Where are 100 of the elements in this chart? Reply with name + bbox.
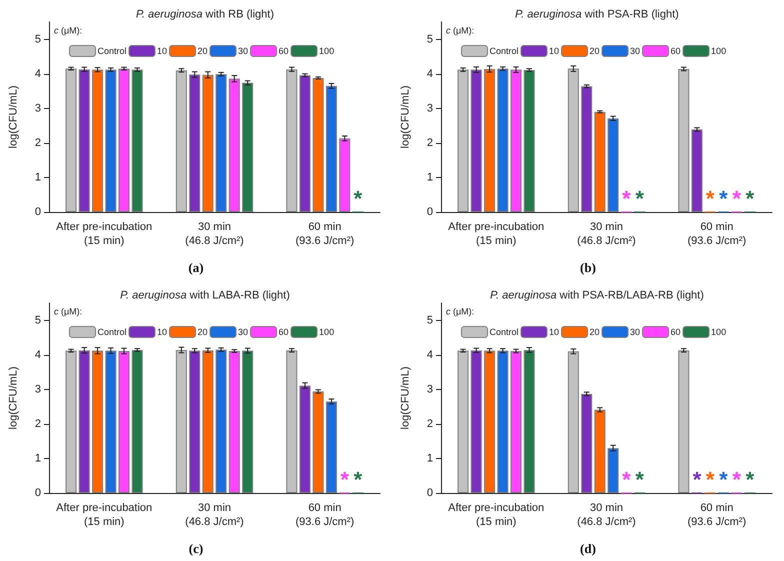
legend-label: 10 [157, 46, 168, 56]
data-label: * [719, 186, 728, 211]
legend-label: 60 [670, 46, 681, 56]
bar [326, 86, 337, 212]
data-label: * [622, 186, 632, 211]
bar [581, 393, 592, 492]
text: (d) [580, 540, 596, 556]
legend-label: 60 [278, 46, 289, 56]
bar [105, 350, 116, 492]
legend-label: 20 [198, 326, 208, 336]
y-tick-label: 2 [426, 417, 433, 430]
bar [691, 129, 702, 212]
data-label: * [354, 466, 363, 492]
legend-label: 30 [630, 46, 640, 56]
x-tick-label: 30 min (46.8 J/cm²) [577, 502, 636, 528]
y-tick-label: 2 [426, 136, 433, 149]
data-label: * [706, 186, 715, 211]
legend-title: c (μM): [446, 306, 474, 316]
bar [608, 448, 619, 492]
data-label: * [746, 186, 755, 211]
bar [312, 78, 324, 212]
legend-title: c (μM): [54, 26, 82, 36]
bar [470, 350, 482, 492]
bar [510, 350, 522, 492]
x-tick-label: 60 min (93.6 J/cm²) [687, 221, 746, 247]
legend-label: Control [98, 46, 127, 56]
bar [286, 350, 298, 492]
x-tick-label: 30 min (46.8 J/cm²) [185, 502, 244, 528]
legend-title: c (μM): [446, 26, 474, 36]
bar [510, 70, 522, 212]
chart-title: P. aeruginosa with PSA-RB (light) [515, 8, 679, 20]
bar [92, 350, 104, 492]
y-tick-label: 1 [34, 452, 41, 464]
bar [189, 350, 200, 492]
data-label: * [622, 466, 632, 492]
y-tick-label: 0 [34, 206, 41, 218]
y-tick-label: 3 [426, 102, 433, 114]
legend-label: Control [490, 46, 519, 56]
y-axis-title: log(CFU/mL) [400, 366, 412, 429]
bar [484, 68, 496, 212]
x-tick-label: After pre-incubation (15 min) [56, 221, 152, 247]
y-tick-label: 5 [34, 314, 41, 326]
bar [242, 82, 254, 212]
bar [458, 70, 469, 212]
y-tick-label: 3 [34, 102, 41, 114]
y-tick-label: 4 [426, 348, 433, 360]
legend-label: 10 [549, 46, 560, 56]
bar [678, 68, 690, 212]
bar [678, 350, 690, 492]
bar [484, 350, 496, 492]
bar [216, 74, 227, 212]
y-tick-label: 4 [426, 68, 433, 80]
bar [299, 385, 310, 492]
bar [312, 390, 324, 492]
legend-label: 100 [711, 46, 726, 56]
legend-label: 60 [278, 326, 289, 336]
bar [286, 69, 298, 212]
legend-label: Control [490, 326, 519, 336]
x-tick-label: After pre-incubation (15 min) [56, 502, 152, 528]
data-label: * [635, 186, 644, 211]
bar [78, 69, 90, 212]
y-tick-label: 4 [34, 348, 41, 360]
bar [78, 350, 90, 492]
chart-title: P. aeruginosa with LABA-RB (light) [120, 289, 290, 301]
x-tick-label: After pre-incubation (15 min) [448, 502, 544, 528]
x-tick-label: 60 min (93.6 J/cm²) [687, 502, 746, 528]
bar [524, 349, 535, 492]
legend-title: c (μM): [54, 306, 82, 316]
legend-label: 100 [319, 326, 334, 336]
bar [458, 350, 469, 492]
y-tick-label: 1 [34, 171, 41, 184]
bar [326, 400, 337, 492]
bar [92, 70, 104, 212]
bar [470, 70, 482, 212]
bar [176, 70, 187, 212]
bar [202, 74, 214, 212]
data-label: * [692, 466, 702, 492]
x-tick-label: 60 min (93.6 J/cm²) [295, 221, 354, 247]
y-tick-label: 0 [34, 486, 41, 498]
chart-title: P. aeruginosa with PSA-RB/LABA-RB (light) [490, 289, 704, 301]
y-tick-label: 0 [426, 486, 433, 498]
data-label: * [719, 466, 728, 492]
y-tick-label: 5 [34, 33, 41, 46]
bar [228, 350, 240, 492]
legend-label: 30 [238, 326, 248, 336]
bar [242, 350, 254, 492]
x-tick-label: After pre-incubation (15 min) [448, 221, 544, 247]
data-label: * [635, 466, 644, 492]
y-tick-label: 1 [426, 171, 433, 184]
data-label: * [732, 186, 742, 211]
legend-label: 100 [319, 46, 334, 56]
text: (b) [580, 260, 596, 275]
bar [608, 118, 619, 212]
bar [118, 350, 130, 492]
legend-label: 30 [630, 326, 640, 336]
y-tick-label: 5 [426, 33, 433, 46]
bar [568, 68, 579, 212]
bar [581, 86, 592, 212]
bar [202, 350, 214, 492]
y-tick-label: 2 [34, 136, 41, 149]
